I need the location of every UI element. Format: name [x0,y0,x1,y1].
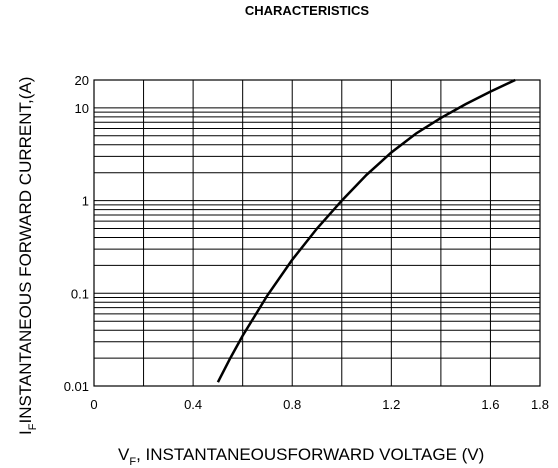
x-tick-label: 1.8 [531,397,549,412]
plot-frame [93,79,541,387]
y-tick-label: 10 [75,101,89,116]
x-axis-label: VF, INSTANTANEOUSFORWARD VOLTAGE (V) [118,445,484,468]
y-axis-text: INSTANTANEOUS FORWARD CURRENT,(A) [16,77,35,424]
x-tick-label: 0.4 [184,397,202,412]
x-tick-labels: 0 0.4 0.8 1.2 1.6 1.8 [90,397,549,412]
y-axis-symbol: I [16,430,35,435]
chart-title: CHARACTERISTICS [245,3,370,18]
y-tick-label: 0.1 [71,286,89,301]
x-tick-label: 1.6 [481,397,499,412]
y-tick-label: 0.01 [64,379,89,394]
x-tick-label: 0 [90,397,97,412]
y-axis-label: IFINSTANTANEOUS FORWARD CURRENT,(A) [16,77,39,435]
forward-current-curve [216,78,516,383]
x-axis-symbol: V [118,445,130,464]
grid [94,80,540,386]
y-tick-labels: 0.01 0.1 1 10 20 [64,73,89,394]
x-tick-label: 1.2 [382,397,400,412]
series-layer [216,78,516,383]
y-tick-label: 20 [75,73,89,88]
y-axis-subscript: F [27,423,39,430]
x-axis-subscript: F [129,456,136,468]
y-tick-label: 1 [82,194,89,209]
x-tick-label: 0.8 [283,397,301,412]
x-axis-text: , INSTANTANEOUSFORWARD VOLTAGE (V) [136,445,484,464]
